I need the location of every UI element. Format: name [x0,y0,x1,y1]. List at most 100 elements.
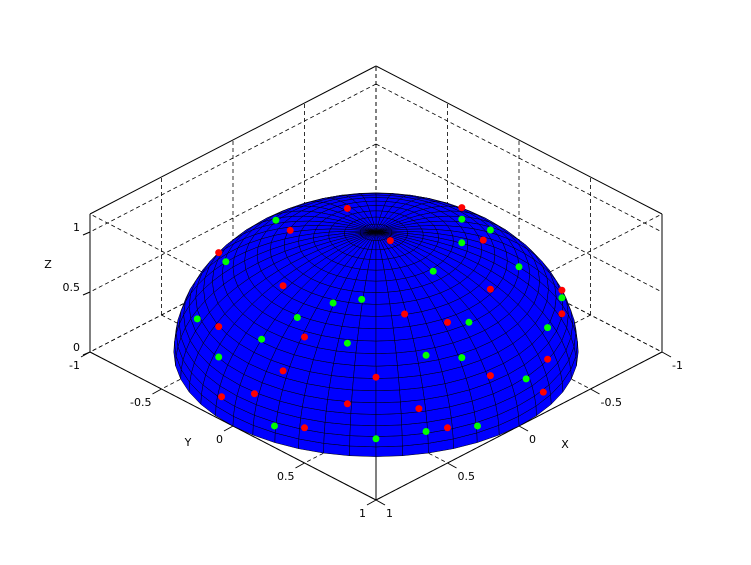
data-point [258,335,266,343]
data-point [486,372,494,380]
data-point [486,226,494,234]
surface-face [358,315,377,329]
surface-face [349,435,377,448]
data-point [539,388,547,396]
tick-mark [223,425,234,432]
surface-face [354,352,377,367]
tick-mark [82,231,91,236]
surface-face [349,445,377,457]
surface-face [375,327,395,342]
data-point [515,263,523,271]
surface-face [333,350,357,366]
surface-face [397,362,421,379]
data-point [458,204,466,212]
data-point [558,310,566,318]
surface-face [375,424,403,437]
surface-face [375,352,398,367]
box-edge [89,65,377,215]
tick-mark [366,499,377,506]
data-point [215,249,223,257]
surface-face [341,314,361,329]
data-point [372,435,380,443]
grid-line [375,83,663,233]
data-point [558,286,566,294]
tick-mark [82,351,91,356]
data-point [286,226,294,234]
surface-face [365,269,377,282]
box-edge [375,65,663,215]
surface-face [375,303,392,317]
surface-face [355,340,377,354]
surface-face [375,315,394,329]
data-point [558,294,566,302]
surface-face [395,350,419,366]
data-point [544,355,552,363]
x-tick-label: 0.5 [458,470,476,483]
data-point [422,428,430,435]
surface-face [329,375,354,391]
surface-face [375,269,387,282]
data-point [544,324,552,332]
surface-face [331,362,355,379]
surface-face [375,280,389,293]
data-point [279,367,287,375]
data-point [272,216,280,224]
x-axis-label: X [561,438,569,451]
surface-face [375,291,391,305]
y-tick-label: 0 [216,433,223,446]
grid-line [89,143,377,293]
z-axis-label: Z [44,258,52,271]
tick-mark [518,425,529,432]
tick-mark [295,462,305,469]
data-point [458,239,466,247]
surface-face [398,375,423,391]
data-point [422,351,430,359]
surface-face [375,413,402,427]
data-point [386,237,394,245]
data-point [343,400,351,408]
data-point [279,282,287,290]
surface-face [352,377,377,392]
x-tick-label: 0 [529,433,536,446]
surface-face [375,401,402,415]
data-point [193,315,201,323]
surface-face [350,401,377,415]
data-point [444,424,451,432]
data-point [358,295,366,303]
z-tick-label: 1 [73,221,80,234]
data-point [465,318,473,326]
surface-face [349,424,377,437]
data-point [215,323,223,331]
x-tick-label: 1 [386,507,393,520]
tick-mark [447,462,457,469]
surface-face [363,280,377,293]
y-tick-label: 1 [359,507,366,520]
x-tick-label: -1 [672,359,683,372]
tick-mark [152,388,162,395]
data-point [222,258,230,266]
tick-mark [375,499,386,506]
surface-face [392,326,414,341]
data-point [429,267,437,275]
surface-face [375,377,400,392]
data-point [343,339,351,347]
surface-face [351,389,377,404]
tick-mark [590,388,600,395]
y-tick-label: 0.5 [277,470,295,483]
surface-face [360,303,377,317]
data-point [270,422,278,430]
data-point [415,405,423,413]
surface-face [375,340,397,354]
data-point [329,299,337,307]
z-tick-label: 0.5 [63,281,81,294]
tick-mark [661,351,672,358]
y-axis-label: Y [184,436,192,449]
surface-face [394,338,417,354]
y-tick-label: -1 [69,359,80,372]
data-point [218,393,226,401]
grid-line [375,143,663,293]
x-tick-label: -0.5 [601,396,622,409]
data-point [458,215,466,223]
data-point [301,333,308,341]
